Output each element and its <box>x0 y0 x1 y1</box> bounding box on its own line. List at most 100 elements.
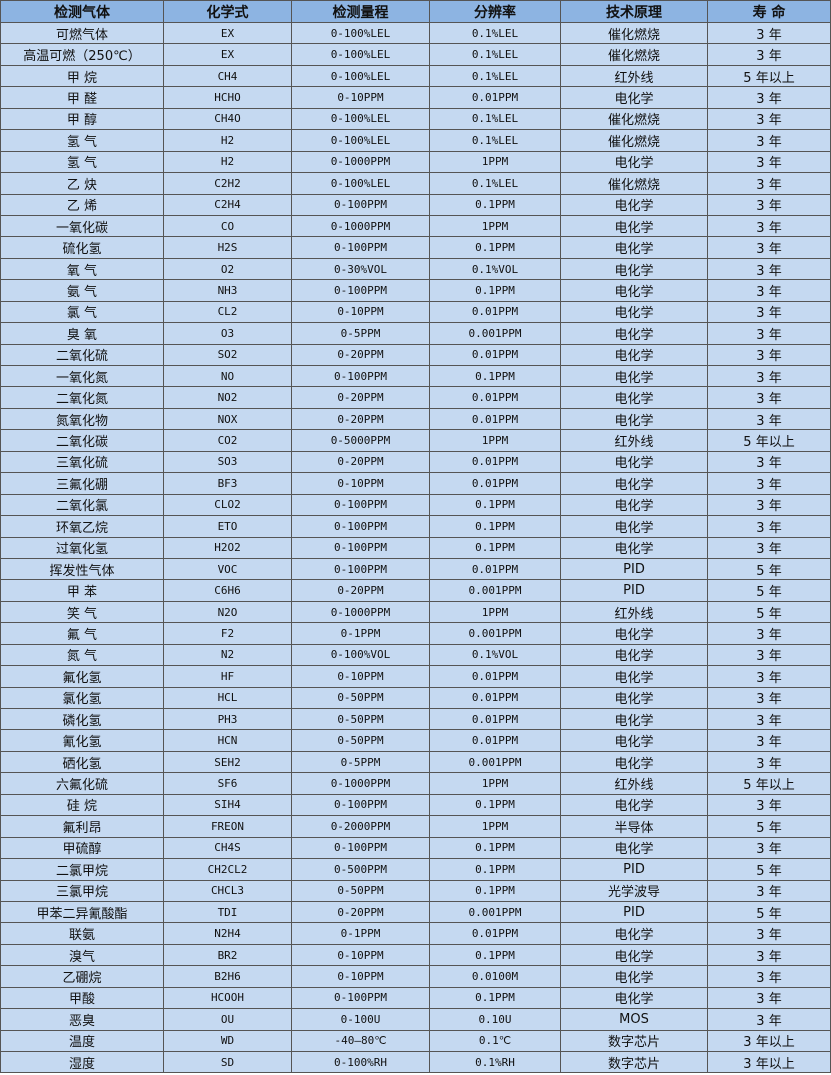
cell-resolution: 0.0100M <box>429 965 561 988</box>
cell-lifespan: 5 年以上 <box>707 772 831 795</box>
cell-gas: 过氧化氢 <box>0 536 164 559</box>
cell-gas: 联氨 <box>0 922 164 945</box>
cell-resolution: 0.1PPM <box>429 858 561 881</box>
cell-range: 0-100PPM <box>291 364 430 388</box>
cell-formula: WD <box>163 1029 292 1053</box>
cell-range: 0-100PPM <box>291 557 430 581</box>
cell-formula: CL2 <box>163 300 292 324</box>
cell-formula: O3 <box>163 322 292 345</box>
cell-range: 0-100PPM <box>291 793 430 817</box>
cell-formula: SF6 <box>163 772 292 795</box>
cell-resolution: 0.1PPM <box>429 364 561 388</box>
cell-resolution: 1PPM <box>429 429 561 452</box>
cell-resolution: 0.1%LEL <box>429 43 561 66</box>
cell-lifespan: 3 年 <box>707 1008 831 1031</box>
cell-gas: 二氧化碳 <box>0 429 164 452</box>
cell-principle: 电化学 <box>560 193 708 216</box>
cell-resolution: 0.01PPM <box>429 557 561 581</box>
cell-formula: N2 <box>163 643 292 667</box>
table-row: 温度 WD -40—80℃ 0.1℃ 数字芯片 3 年以上 <box>0 1029 831 1053</box>
cell-gas: 二氧化硫 <box>0 343 164 367</box>
cell-gas: 甲 苯 <box>0 579 164 602</box>
cell-lifespan: 3 年 <box>707 343 831 367</box>
cell-formula: F2 <box>163 622 292 645</box>
table-row: 六氟化硫 SF6 0-1000PPM 1PPM 红外线 5 年以上 <box>0 772 831 795</box>
table-row: 联氨 N2H4 0-1PPM 0.01PPM 电化学 3 年 <box>0 922 831 945</box>
cell-resolution: 0.01PPM <box>429 300 561 324</box>
cell-principle: 电化学 <box>560 729 708 752</box>
cell-resolution: 0.001PPM <box>429 900 561 924</box>
cell-gas: 氯化氢 <box>0 686 164 710</box>
cell-principle: 电化学 <box>560 472 708 495</box>
header-lifespan: 寿 命 <box>707 0 831 23</box>
cell-resolution: 0.10U <box>429 1008 561 1031</box>
cell-gas: 乙 炔 <box>0 172 164 195</box>
cell-lifespan: 3 年 <box>707 665 831 688</box>
cell-formula: NO2 <box>163 386 292 409</box>
cell-lifespan: 3 年 <box>707 686 831 710</box>
cell-lifespan: 3 年 <box>707 150 831 174</box>
cell-lifespan: 3 年 <box>707 86 831 109</box>
cell-range: 0-5PPM <box>291 322 430 345</box>
cell-gas: 甲 醇 <box>0 107 164 131</box>
cell-formula: CH4O <box>163 107 292 131</box>
cell-principle: 电化学 <box>560 322 708 345</box>
cell-formula: HCOOH <box>163 986 292 1010</box>
cell-range: 0-100PPM <box>291 836 430 860</box>
cell-resolution: 0.1PPM <box>429 986 561 1010</box>
cell-formula: NO <box>163 364 292 388</box>
cell-resolution: 1PPM <box>429 150 561 174</box>
cell-gas: 乙 烯 <box>0 193 164 216</box>
cell-lifespan: 3 年 <box>707 322 831 345</box>
table-row: 硅 烷 SIH4 0-100PPM 0.1PPM 电化学 3 年 <box>0 793 831 817</box>
cell-range: 0-100PPM <box>291 536 430 559</box>
cell-lifespan: 5 年 <box>707 815 831 838</box>
cell-principle: 电化学 <box>560 214 708 238</box>
cell-lifespan: 3 年以上 <box>707 1050 831 1074</box>
table-row: 甲 苯 C6H6 0-20PPM 0.001PPM PID 5 年 <box>0 579 831 602</box>
table-row: 溴气 BR2 0-10PPM 0.1PPM 电化学 3 年 <box>0 943 831 967</box>
cell-lifespan: 5 年 <box>707 557 831 581</box>
cell-principle: 电化学 <box>560 643 708 667</box>
table-row: 氯 气 CL2 0-10PPM 0.01PPM 电化学 3 年 <box>0 300 831 324</box>
header-resolution: 分辨率 <box>429 0 561 23</box>
table-row: 氰化氢 HCN 0-50PPM 0.01PPM 电化学 3 年 <box>0 729 831 752</box>
cell-principle: 红外线 <box>560 600 708 624</box>
cell-range: 0-10PPM <box>291 665 430 688</box>
cell-formula: HCN <box>163 729 292 752</box>
table-row: 氟 气 F2 0-1PPM 0.001PPM 电化学 3 年 <box>0 622 831 645</box>
cell-formula: CH4S <box>163 836 292 860</box>
cell-range: 0-100PPM <box>291 515 430 538</box>
cell-gas: 乙硼烷 <box>0 965 164 988</box>
table-row: 一氧化碳 CO 0-1000PPM 1PPM 电化学 3 年 <box>0 214 831 238</box>
cell-range: 0-1PPM <box>291 622 430 645</box>
cell-range: 0-50PPM <box>291 879 430 902</box>
cell-principle: 电化学 <box>560 279 708 302</box>
cell-principle: 电化学 <box>560 257 708 281</box>
cell-range: 0-20PPM <box>291 407 430 431</box>
cell-principle: 电化学 <box>560 793 708 817</box>
cell-formula: CLO2 <box>163 493 292 517</box>
cell-formula: EX <box>163 21 292 45</box>
cell-gas: 三氟化硼 <box>0 472 164 495</box>
table-row: 三氧化硫 SO3 0-20PPM 0.01PPM 电化学 3 年 <box>0 450 831 474</box>
cell-range: 0-10PPM <box>291 965 430 988</box>
cell-lifespan: 5 年 <box>707 858 831 881</box>
cell-range: 0-20PPM <box>291 450 430 474</box>
cell-resolution: 0.001PPM <box>429 322 561 345</box>
table-row: 甲酸 HCOOH 0-100PPM 0.1PPM 电化学 3 年 <box>0 986 831 1010</box>
cell-resolution: 0.1%LEL <box>429 21 561 45</box>
cell-gas: 溴气 <box>0 943 164 967</box>
cell-gas: 磷化氢 <box>0 707 164 731</box>
table-row: 二氧化氯 CLO2 0-100PPM 0.1PPM 电化学 3 年 <box>0 493 831 517</box>
cell-principle: 电化学 <box>560 450 708 474</box>
cell-lifespan: 3 年 <box>707 386 831 409</box>
cell-principle: 红外线 <box>560 64 708 88</box>
cell-principle: 电化学 <box>560 515 708 538</box>
cell-resolution: 1PPM <box>429 600 561 624</box>
cell-range: 0-20PPM <box>291 579 430 602</box>
cell-range: 0-100PPM <box>291 493 430 517</box>
cell-gas: 氢 气 <box>0 129 164 152</box>
cell-principle: 电化学 <box>560 922 708 945</box>
